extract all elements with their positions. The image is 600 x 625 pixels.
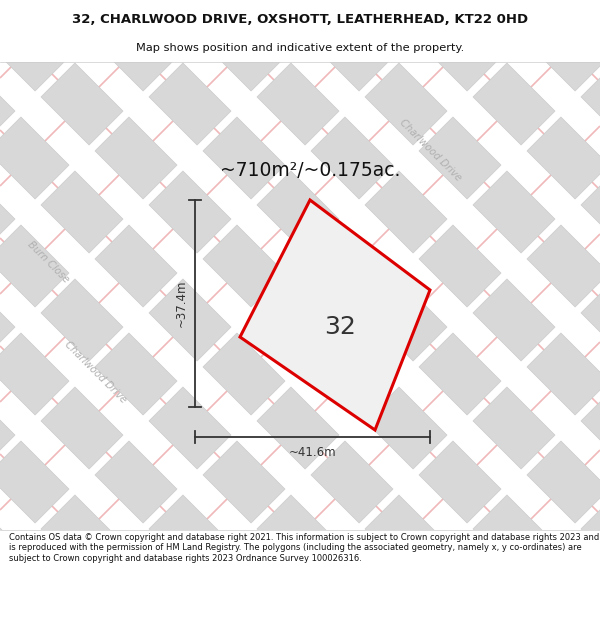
Polygon shape: [95, 333, 177, 415]
Polygon shape: [581, 63, 600, 145]
Polygon shape: [149, 279, 231, 361]
Polygon shape: [203, 333, 285, 415]
Polygon shape: [257, 63, 339, 145]
Polygon shape: [527, 225, 600, 307]
Polygon shape: [311, 225, 393, 307]
Polygon shape: [41, 63, 123, 145]
Polygon shape: [527, 9, 600, 91]
Polygon shape: [0, 171, 15, 253]
Polygon shape: [95, 225, 177, 307]
Polygon shape: [311, 117, 393, 199]
Polygon shape: [257, 171, 339, 253]
Polygon shape: [0, 279, 15, 361]
Polygon shape: [257, 387, 339, 469]
Text: 32: 32: [324, 315, 356, 339]
Polygon shape: [365, 495, 447, 577]
Polygon shape: [473, 171, 555, 253]
Polygon shape: [581, 495, 600, 577]
Polygon shape: [0, 387, 15, 469]
Polygon shape: [41, 387, 123, 469]
Polygon shape: [95, 441, 177, 523]
Text: Charlwood Drive: Charlwood Drive: [397, 117, 463, 183]
Polygon shape: [311, 441, 393, 523]
Polygon shape: [41, 279, 123, 361]
Polygon shape: [149, 495, 231, 577]
Polygon shape: [365, 387, 447, 469]
Polygon shape: [473, 279, 555, 361]
Polygon shape: [473, 495, 555, 577]
Polygon shape: [0, 117, 69, 199]
Polygon shape: [473, 387, 555, 469]
Polygon shape: [41, 171, 123, 253]
Polygon shape: [527, 117, 600, 199]
Polygon shape: [95, 9, 177, 91]
Text: Map shows position and indicative extent of the property.: Map shows position and indicative extent…: [136, 43, 464, 53]
Text: Contains OS data © Crown copyright and database right 2021. This information is : Contains OS data © Crown copyright and d…: [9, 533, 599, 562]
Polygon shape: [0, 225, 69, 307]
Polygon shape: [419, 9, 501, 91]
Polygon shape: [149, 171, 231, 253]
Polygon shape: [581, 387, 600, 469]
Text: ~41.6m: ~41.6m: [289, 446, 337, 459]
Polygon shape: [203, 117, 285, 199]
Polygon shape: [203, 225, 285, 307]
Polygon shape: [240, 200, 430, 430]
Polygon shape: [365, 171, 447, 253]
Polygon shape: [257, 495, 339, 577]
Polygon shape: [419, 225, 501, 307]
Polygon shape: [0, 63, 15, 145]
Text: 32, CHARLWOOD DRIVE, OXSHOTT, LEATHERHEAD, KT22 0HD: 32, CHARLWOOD DRIVE, OXSHOTT, LEATHERHEA…: [72, 13, 528, 26]
Text: ~37.4m: ~37.4m: [175, 280, 187, 328]
Polygon shape: [365, 63, 447, 145]
Polygon shape: [0, 441, 69, 523]
Polygon shape: [419, 441, 501, 523]
Polygon shape: [0, 9, 69, 91]
Polygon shape: [311, 9, 393, 91]
Polygon shape: [473, 63, 555, 145]
Polygon shape: [419, 333, 501, 415]
Polygon shape: [527, 441, 600, 523]
Polygon shape: [257, 279, 339, 361]
Polygon shape: [0, 333, 69, 415]
Polygon shape: [527, 333, 600, 415]
Polygon shape: [203, 9, 285, 91]
Polygon shape: [149, 63, 231, 145]
Polygon shape: [41, 495, 123, 577]
Polygon shape: [419, 117, 501, 199]
Text: Burn Close: Burn Close: [25, 239, 71, 284]
Polygon shape: [95, 117, 177, 199]
Text: Charlwood Drive: Charlwood Drive: [62, 339, 128, 405]
Polygon shape: [581, 171, 600, 253]
Text: ~710m²/~0.175ac.: ~710m²/~0.175ac.: [220, 161, 400, 179]
Polygon shape: [311, 333, 393, 415]
Polygon shape: [581, 279, 600, 361]
Polygon shape: [365, 279, 447, 361]
Polygon shape: [203, 441, 285, 523]
Polygon shape: [149, 387, 231, 469]
Polygon shape: [0, 495, 15, 577]
